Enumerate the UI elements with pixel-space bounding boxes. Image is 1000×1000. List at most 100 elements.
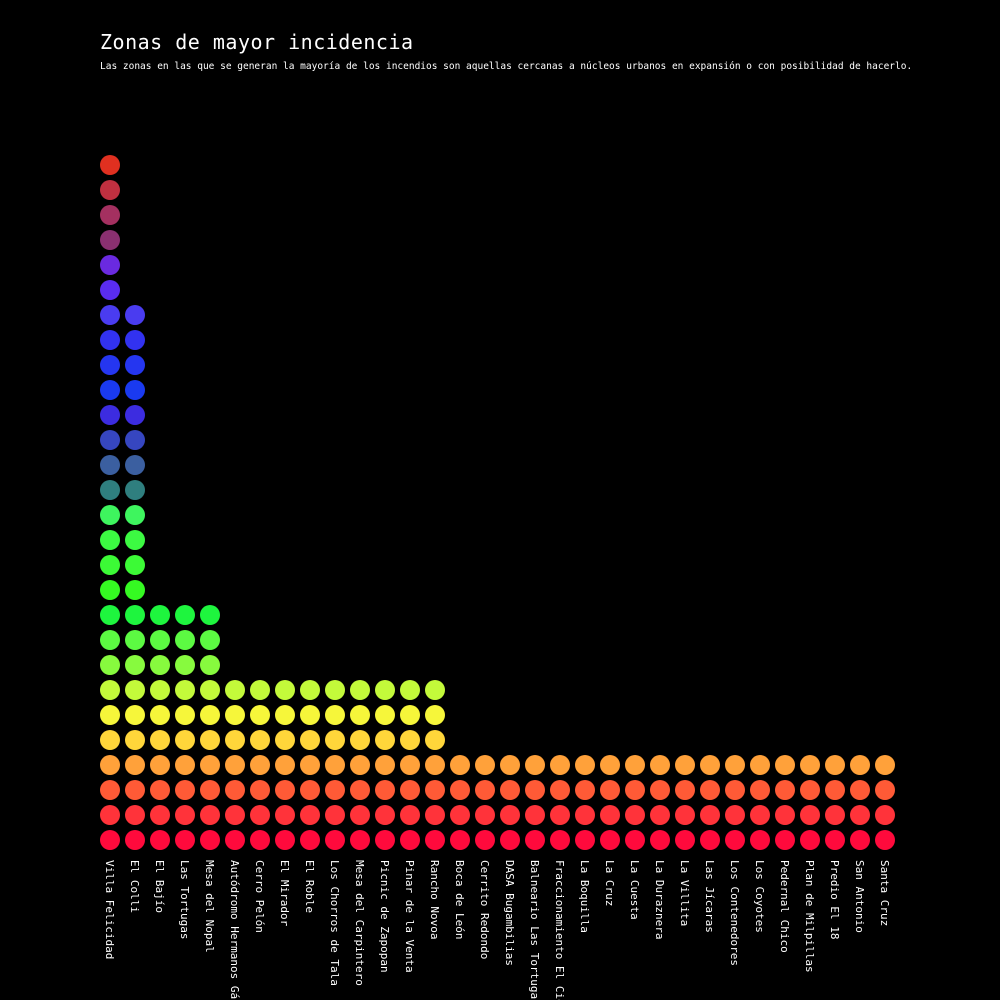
incident-dot	[425, 805, 445, 825]
incident-dot	[150, 730, 170, 750]
incident-dot	[100, 330, 120, 350]
incident-dot	[800, 830, 820, 850]
incident-dot	[500, 780, 520, 800]
incident-dot	[200, 730, 220, 750]
category-label: Plan de Milpillas	[803, 860, 816, 973]
incident-dot	[700, 805, 720, 825]
category-label: Las Tortugas	[178, 860, 191, 939]
category-label: La Boquilla	[578, 860, 591, 933]
category-label: Los Contenedores	[728, 860, 741, 966]
category-label: Villa Felicidad	[103, 860, 116, 959]
incident-dot	[225, 830, 245, 850]
incident-dot	[175, 730, 195, 750]
incident-dot	[675, 805, 695, 825]
category-label: La Cuesta	[628, 860, 641, 920]
category-label: El Colli	[128, 860, 141, 913]
incident-dot	[125, 630, 145, 650]
incident-dot	[525, 780, 545, 800]
incident-dot	[125, 355, 145, 375]
incident-dot	[575, 830, 595, 850]
incident-dot	[625, 805, 645, 825]
incident-dot	[275, 730, 295, 750]
incident-dot	[600, 780, 620, 800]
incident-dot	[175, 780, 195, 800]
incident-dot	[450, 805, 470, 825]
incident-dot	[350, 730, 370, 750]
incident-dot	[350, 805, 370, 825]
incident-dot	[100, 730, 120, 750]
incident-dot	[450, 830, 470, 850]
incident-dot	[175, 605, 195, 625]
incident-dot	[125, 505, 145, 525]
incident-dot	[200, 605, 220, 625]
category-label: DASA Bugambilias	[503, 860, 516, 966]
incident-dot	[425, 755, 445, 775]
incident-dot	[300, 680, 320, 700]
incident-dot	[125, 680, 145, 700]
category-label: Mesa del Nopal	[203, 860, 216, 953]
incident-dot	[150, 780, 170, 800]
incident-dot	[175, 705, 195, 725]
incident-dot	[825, 830, 845, 850]
category-label: El Roble	[303, 860, 316, 913]
incident-dot	[375, 830, 395, 850]
incident-dot	[850, 805, 870, 825]
incident-dot	[500, 805, 520, 825]
incident-dot	[100, 430, 120, 450]
incident-dot	[250, 780, 270, 800]
incident-dot	[350, 780, 370, 800]
incident-dot	[875, 805, 895, 825]
dot-layer	[100, 155, 895, 850]
incident-dot	[800, 780, 820, 800]
incident-dot	[275, 780, 295, 800]
category-label: La Duraznera	[653, 860, 666, 939]
incident-dot	[175, 680, 195, 700]
incident-dot	[125, 605, 145, 625]
incident-dot	[100, 180, 120, 200]
incident-dot	[300, 755, 320, 775]
incident-dot	[550, 755, 570, 775]
incident-dot	[400, 755, 420, 775]
category-label: Las Jícaras	[703, 860, 716, 933]
incident-dot	[125, 380, 145, 400]
incident-dot	[325, 780, 345, 800]
category-labels: Villa Felicidad El Colli El Bajío Las Tortu…	[103, 860, 891, 1000]
incident-dot	[375, 705, 395, 725]
incident-dot	[100, 630, 120, 650]
incident-dot	[800, 755, 820, 775]
incident-dot	[725, 830, 745, 850]
incident-dot	[575, 755, 595, 775]
incident-dot	[375, 755, 395, 775]
incident-dot	[375, 805, 395, 825]
category-label: El Mirador	[278, 860, 291, 927]
incident-dot	[400, 780, 420, 800]
incident-dot	[150, 680, 170, 700]
incident-dot	[175, 630, 195, 650]
incident-dot	[675, 830, 695, 850]
incident-dot	[200, 830, 220, 850]
category-label: Boca de León	[453, 860, 466, 939]
incident-dot	[225, 805, 245, 825]
category-label: El Bajío	[153, 860, 166, 913]
incident-dot	[825, 755, 845, 775]
incident-dot	[525, 805, 545, 825]
incident-dot	[475, 780, 495, 800]
incident-dot	[350, 680, 370, 700]
incident-dot	[200, 780, 220, 800]
incident-dot	[600, 805, 620, 825]
incident-dot	[100, 480, 120, 500]
chart-subtitle: Las zonas en las que se generan la mayor…	[100, 61, 913, 72]
incident-dot	[150, 605, 170, 625]
incident-dot	[250, 705, 270, 725]
category-label: Los Chorros de Tala	[328, 860, 341, 986]
incident-dot	[100, 680, 120, 700]
incident-dot	[650, 830, 670, 850]
incident-dot	[125, 730, 145, 750]
incident-dot	[400, 805, 420, 825]
category-label: Los Coyotes	[753, 860, 766, 933]
incident-dot	[850, 830, 870, 850]
incident-dot	[100, 205, 120, 225]
incident-dot	[350, 830, 370, 850]
incident-dot	[675, 755, 695, 775]
incident-dot	[150, 655, 170, 675]
